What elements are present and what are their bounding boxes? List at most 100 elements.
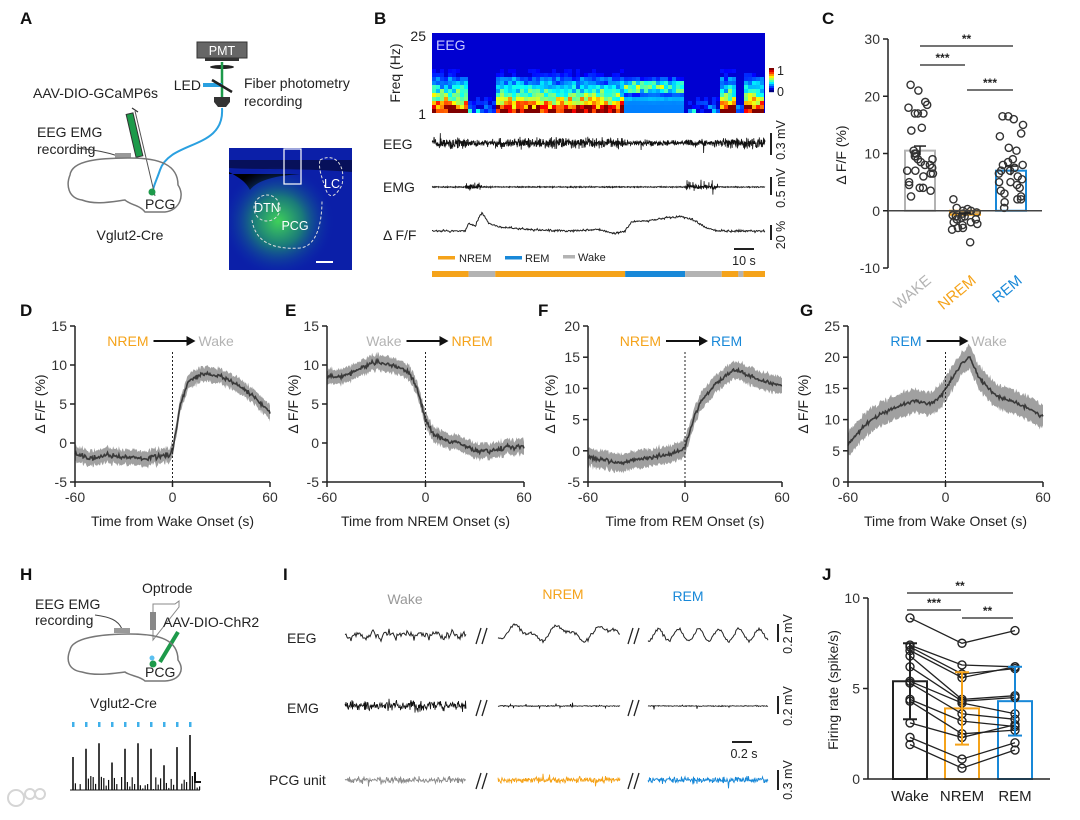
- spectrogram-cell: [452, 105, 456, 109]
- category-label: Wake: [891, 788, 929, 805]
- spectrogram-cell: [676, 105, 680, 109]
- spectrogram-cell: [576, 69, 580, 73]
- bar-wake: [904, 149, 936, 212]
- spectrogram-cell: [752, 97, 756, 101]
- optotagging-response: [70, 722, 201, 791]
- spectrogram-cell: [728, 93, 732, 97]
- spectrogram-cell: [752, 85, 756, 89]
- spectrogram-cell: [540, 97, 544, 101]
- spectrogram-cell: [584, 77, 588, 81]
- state-label-wake: Wake: [387, 591, 422, 607]
- spectrogram-cell: [620, 81, 624, 85]
- spectrogram-cell: [636, 101, 640, 105]
- chart-panel-e: -5 0 5 10 15 -60 0 60 Time from NREM Onset (s) Δ …: [285, 318, 532, 529]
- fiber-track: [283, 148, 302, 185]
- spectrogram-cell: [576, 73, 580, 77]
- spectrogram-cell: [720, 69, 724, 73]
- spectrogram-cell: [604, 81, 608, 85]
- spectrogram-cell: [596, 77, 600, 81]
- led-label: LED: [174, 77, 201, 93]
- spectrogram-cell: [512, 81, 516, 85]
- spectrogram-cell: [536, 73, 540, 77]
- spectrogram-cell: [720, 101, 724, 105]
- spectrogram-cell: [536, 105, 540, 109]
- data-point: [953, 223, 963, 233]
- spectrogram-cell: [616, 101, 620, 105]
- spectrogram-cell: [552, 101, 556, 105]
- dff-scale-label: 20 %: [774, 221, 788, 250]
- spectrogram-cell: [640, 101, 644, 105]
- freq-axis-label: Freq (Hz): [387, 43, 403, 102]
- spectrogram-cell: [528, 81, 532, 85]
- hypnogram-segment-nrem: [432, 271, 469, 277]
- spectrogram-cell: [756, 109, 760, 113]
- transition-arrow-icon: [186, 336, 196, 346]
- spectrogram-cell: [436, 73, 440, 77]
- spectrogram-cell: [436, 81, 440, 85]
- spectrogram-cell: [436, 77, 440, 81]
- legend-label-wake: Wake: [578, 252, 606, 264]
- spectrogram-cell: [600, 85, 604, 89]
- spectrogram-cell: [524, 81, 528, 85]
- spectrogram-cell: [524, 77, 528, 81]
- spectrogram-cell: [740, 109, 744, 113]
- spectrogram-cell: [604, 93, 608, 97]
- spectrogram-cell: [548, 89, 552, 93]
- y-axis-label: Δ F/F (%): [833, 125, 849, 184]
- spectrogram-cell: [712, 109, 716, 113]
- spectrogram-cell: [532, 77, 536, 81]
- spectrogram-cell: [560, 97, 564, 101]
- spectrogram-cell: [600, 93, 604, 97]
- eeg-trace-label: EEG: [383, 136, 413, 152]
- spectrogram-cell: [576, 109, 580, 113]
- mean-line: [587, 366, 783, 466]
- spectrogram-cell: [588, 81, 592, 85]
- h-mouse-line-label: Vglut2-Cre: [90, 695, 157, 711]
- spectrogram-cell: [536, 109, 540, 113]
- colorbar-step: [769, 72, 774, 75]
- spectrogram-cell: [456, 69, 460, 73]
- spectrogram-cell: [516, 105, 520, 109]
- spectrogram-cell: [724, 89, 728, 93]
- spectrogram-cell: [512, 101, 516, 105]
- data-point: [928, 169, 938, 178]
- panel-label-a: A: [20, 9, 32, 28]
- spectrogram-cell: [564, 69, 568, 73]
- spectrogram-cell: [544, 81, 548, 85]
- spectrogram-cell: [624, 93, 628, 97]
- spectrogram-cell: [704, 101, 708, 105]
- spectrogram-cell: [536, 101, 540, 105]
- spectrogram-cell: [596, 97, 600, 101]
- spectrogram-cell: [728, 109, 732, 113]
- spectrogram-cell: [512, 93, 516, 97]
- spectrogram-cell: [524, 85, 528, 89]
- spectrogram-cell: [512, 73, 516, 77]
- spectrogram-cell: [580, 77, 584, 81]
- spectrogram-cell: [660, 81, 664, 85]
- spectrogram-cell: [560, 73, 564, 77]
- spectrogram-cell: [560, 101, 564, 105]
- i-emg-scale-label: 0.2 mV: [781, 686, 795, 726]
- light-pulse-marker: [163, 722, 166, 727]
- spectrogram-cell: [696, 97, 700, 101]
- spectrogram-cell: [668, 85, 672, 89]
- spectrogram-cell: [644, 93, 648, 97]
- spectrogram-cell: [588, 105, 592, 109]
- spectrogram-cell: [528, 89, 532, 93]
- spectrogram-cell: [528, 77, 532, 81]
- spectrogram-cell: [516, 101, 520, 105]
- spectrogram-cell: [744, 77, 748, 81]
- spectrogram-cell: [476, 109, 480, 113]
- spectrogram-cell: [512, 97, 516, 101]
- spectrogram-cell: [600, 101, 604, 105]
- lc-label: LC: [324, 177, 340, 191]
- paired-line: [909, 736, 1016, 760]
- spectrogram-cell: [464, 81, 468, 85]
- data-point: [957, 763, 967, 773]
- data-point: [949, 194, 958, 204]
- spectrogram-cell: [540, 81, 544, 85]
- spectrogram-cell: [496, 101, 500, 105]
- spectrogram-cell: [568, 105, 572, 109]
- spectrogram-cell: [580, 89, 584, 93]
- spectrogram-cell: [668, 97, 672, 101]
